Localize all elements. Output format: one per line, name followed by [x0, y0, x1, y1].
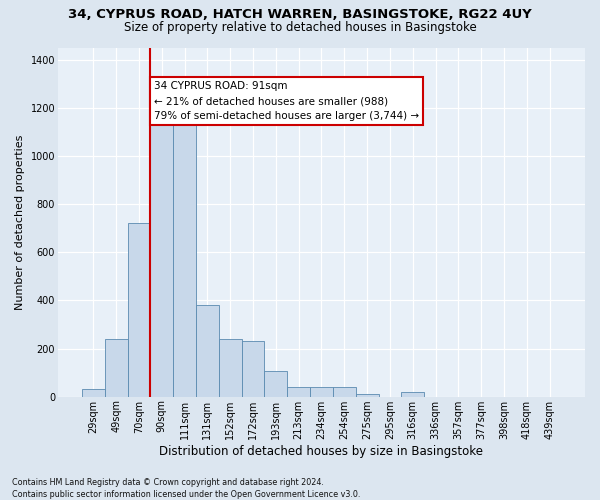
Text: Size of property relative to detached houses in Basingstoke: Size of property relative to detached ho…: [124, 21, 476, 34]
Bar: [173, 122, 196, 396]
Bar: [242, 342, 265, 396]
Text: Contains HM Land Registry data © Crown copyright and database right 2024.
Contai: Contains HM Land Registry data © Crown c…: [12, 478, 361, 499]
Text: 34 CYPRUS ROAD: 91sqm
← 21% of detached houses are smaller (988)
79% of semi-det: 34 CYPRUS ROAD: 91sqm ← 21% of detached …: [154, 81, 419, 121]
Y-axis label: Number of detached properties: Number of detached properties: [15, 134, 25, 310]
Bar: [219, 339, 242, 396]
Text: 34, CYPRUS ROAD, HATCH WARREN, BASINGSTOKE, RG22 4UY: 34, CYPRUS ROAD, HATCH WARREN, BASINGSTO…: [68, 8, 532, 20]
X-axis label: Distribution of detached houses by size in Basingstoke: Distribution of detached houses by size …: [160, 444, 484, 458]
Bar: [151, 124, 173, 396]
Bar: [356, 394, 379, 396]
Bar: [128, 224, 151, 396]
Bar: [105, 339, 128, 396]
Bar: [265, 372, 287, 396]
Bar: [401, 392, 424, 396]
Bar: [287, 387, 310, 396]
Bar: [196, 305, 219, 396]
Bar: [310, 387, 333, 396]
Bar: [82, 390, 105, 396]
Bar: [333, 387, 356, 396]
